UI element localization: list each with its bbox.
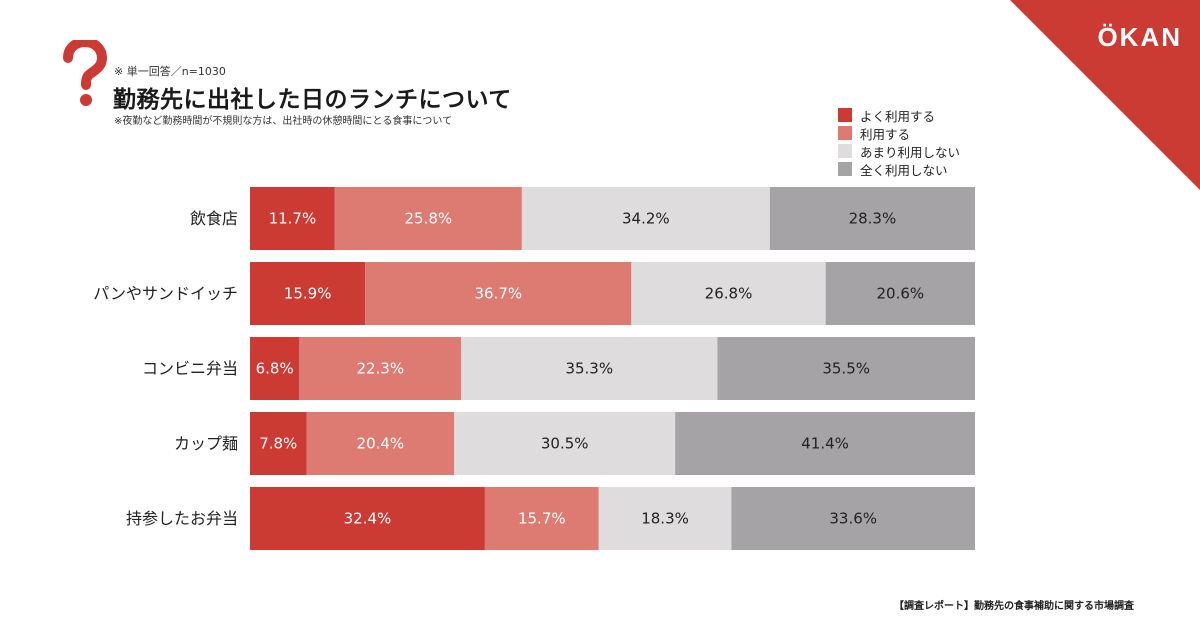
legend-label: 全く利用しない (860, 162, 948, 178)
data-label: 7.8% (259, 435, 297, 453)
legend-swatch (838, 162, 852, 176)
data-label: 35.3% (565, 360, 613, 378)
bar-segment (299, 337, 462, 400)
data-label: 15.9% (284, 285, 332, 303)
bar-segment (250, 187, 335, 250)
legend-swatch (838, 144, 852, 158)
survey-footnote: ※夜勤など勤務時間が不規則な方は、出社時の休憩時間にとる食事について (114, 116, 453, 127)
data-label: 32.4% (344, 510, 392, 528)
bar-segment (365, 262, 632, 325)
legend-label: あまり利用しない (860, 144, 961, 160)
source-note: 【調査レポート】勤務先の食事補助に関する市場調査 (894, 601, 1134, 612)
legend-item: あまり利用しない (838, 142, 960, 160)
data-label: 22.3% (356, 360, 404, 378)
category-label: 飲食店 (190, 209, 238, 228)
legend-item: 利用する (838, 124, 960, 142)
data-label: 15.7% (518, 510, 566, 528)
data-label: 34.2% (622, 210, 670, 228)
data-label: 26.8% (705, 285, 753, 303)
bar-segment (769, 187, 976, 250)
data-label: 28.3% (849, 210, 897, 228)
corner-banner (1010, 0, 1200, 190)
legend-label: よく利用する (860, 108, 936, 124)
bar-segment (484, 487, 599, 550)
bar-segment (250, 262, 366, 325)
category-label: カップ麺 (174, 434, 238, 453)
bar-segment (521, 187, 770, 250)
response-note: ※ 単一回答／n=1030 (114, 65, 226, 78)
data-label: 25.8% (405, 210, 453, 228)
data-label: 41.4% (801, 435, 849, 453)
bar-segment (334, 187, 522, 250)
legend-label: 利用する (860, 126, 911, 142)
category-label: パンやサンドイッチ (93, 284, 238, 303)
page-title: 勤務先に出社した日のランチについて (113, 87, 512, 113)
legend-item: 全く利用しない (838, 160, 960, 178)
bar-segment (250, 337, 300, 400)
data-label: 36.7% (474, 285, 522, 303)
data-label: 20.6% (877, 285, 925, 303)
data-label: 30.5% (541, 435, 589, 453)
bar-segment (454, 412, 676, 475)
bar-segment (250, 412, 307, 475)
bar-segment (717, 337, 975, 400)
bar-segment (461, 337, 718, 400)
chart-legend: よく利用する 利用するあまり利用しない 全く利用しない (838, 106, 960, 178)
okan-logo: ÖKAN (1097, 22, 1182, 52)
question-mark-icon (63, 40, 108, 106)
data-label: 33.6% (829, 510, 877, 528)
category-label: 持参したお弁当 (126, 509, 238, 528)
category-label: コンビニ弁当 (142, 359, 238, 378)
data-label: 18.3% (641, 510, 689, 528)
data-label: 35.5% (822, 360, 870, 378)
legend-swatch (838, 126, 852, 140)
bar-segment (306, 412, 455, 475)
bar-segment (598, 487, 732, 550)
data-label: 11.7% (269, 210, 317, 228)
legend-swatch (838, 108, 852, 122)
bar-segment (250, 487, 485, 550)
bar-segment (631, 262, 826, 325)
bar-segment (675, 412, 975, 475)
data-label: 20.4% (357, 435, 405, 453)
data-label: 6.8% (256, 360, 294, 378)
bar-segment (825, 262, 975, 325)
legend-item: よく利用する (838, 106, 960, 124)
bar-segment (731, 487, 975, 550)
